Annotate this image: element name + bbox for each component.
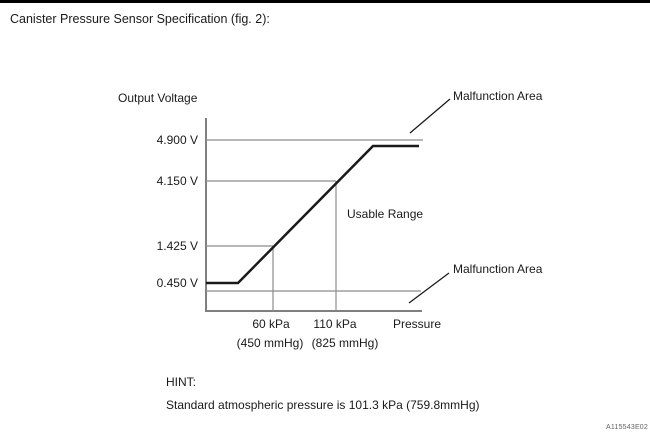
y-tick-1.425v: 1.425 V xyxy=(156,239,198,253)
annotation-malfunction-area-lower: Malfunction Area xyxy=(453,262,543,276)
x-tick-60kpa: 60 kPa xyxy=(252,317,290,331)
annotation-malfunction-area-upper: Malfunction Area xyxy=(453,89,543,103)
x-tick-450mmhg: (450 mmHg) xyxy=(236,336,304,350)
page-title: Canister Pressure Sensor Specification (… xyxy=(10,12,270,26)
figure-id: A115543E02 xyxy=(606,424,648,431)
y-tick-4.900v: 4.900 V xyxy=(156,133,198,147)
x-tick-825mmhg: (825 mmHg) xyxy=(311,336,379,350)
annotation-usable-range: Usable Range xyxy=(347,207,424,221)
callout-line-malfunction-upper xyxy=(409,98,451,134)
hint-label: HINT: xyxy=(166,375,196,389)
y-tick-4.150v: 4.150 V xyxy=(156,174,198,188)
y-axis-title: Output Voltage xyxy=(118,91,198,105)
y-tick-0.450v: 0.450 V xyxy=(156,276,198,290)
x-tick-110kpa: 110 kPa xyxy=(313,317,357,331)
x-axis-title: Pressure xyxy=(392,317,442,331)
hint-text: Standard atmospheric pressure is 101.3 k… xyxy=(166,398,480,412)
callout-line-malfunction-lower xyxy=(408,272,450,304)
sensor-output-curve xyxy=(206,144,419,285)
top-border-rule xyxy=(0,0,650,3)
